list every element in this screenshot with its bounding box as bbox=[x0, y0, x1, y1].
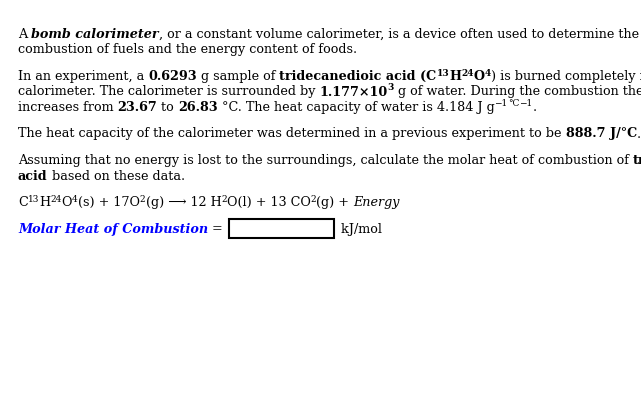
Text: 3: 3 bbox=[388, 84, 394, 93]
Text: O(l) + 13 CO: O(l) + 13 CO bbox=[227, 196, 311, 209]
Text: Energy: Energy bbox=[353, 196, 400, 209]
Text: 13: 13 bbox=[437, 69, 449, 78]
Text: combustion of fuels and the energy content of foods.: combustion of fuels and the energy conte… bbox=[18, 43, 357, 56]
Text: Assuming that no energy is lost to the surroundings, calculate the molar heat of: Assuming that no energy is lost to the s… bbox=[18, 154, 633, 167]
Text: kJ/mol: kJ/mol bbox=[337, 223, 382, 236]
Text: 1.177×10: 1.177×10 bbox=[319, 85, 388, 98]
Text: 2: 2 bbox=[221, 195, 227, 204]
Text: O: O bbox=[62, 196, 72, 209]
Text: ) is burned completely in a bomb: ) is burned completely in a bomb bbox=[491, 70, 641, 83]
Text: 4: 4 bbox=[485, 69, 491, 78]
Text: g of water. During the combustion the temperature: g of water. During the combustion the te… bbox=[394, 85, 641, 98]
Bar bbox=[229, 219, 334, 238]
Text: H: H bbox=[39, 196, 50, 209]
Text: calorimeter. The calorimeter is surrounded by: calorimeter. The calorimeter is surround… bbox=[18, 85, 319, 98]
Text: H: H bbox=[449, 70, 462, 83]
Text: −1: −1 bbox=[494, 99, 508, 108]
Text: A: A bbox=[18, 28, 31, 41]
Text: Molar Heat of Combustion: Molar Heat of Combustion bbox=[18, 223, 208, 236]
Text: g sample of: g sample of bbox=[197, 70, 279, 83]
Text: (g) +: (g) + bbox=[317, 196, 353, 209]
Text: 888.7 J/°C: 888.7 J/°C bbox=[565, 128, 637, 141]
Text: 13: 13 bbox=[28, 195, 39, 204]
Text: C: C bbox=[18, 196, 28, 209]
Text: 24: 24 bbox=[50, 195, 62, 204]
Text: −1: −1 bbox=[519, 99, 533, 108]
Text: °C: °C bbox=[508, 99, 519, 108]
Text: tridecanedioic acid (C: tridecanedioic acid (C bbox=[279, 70, 437, 83]
Text: 26.83: 26.83 bbox=[178, 101, 218, 114]
Text: increases from: increases from bbox=[18, 101, 118, 114]
Text: (g) ⟶ 12 H: (g) ⟶ 12 H bbox=[146, 196, 221, 209]
Text: =: = bbox=[208, 223, 227, 236]
Text: .: . bbox=[533, 101, 537, 114]
Text: (s) + 17O: (s) + 17O bbox=[78, 196, 140, 209]
Text: .: . bbox=[637, 128, 641, 141]
Text: acid: acid bbox=[18, 169, 47, 182]
Text: bomb calorimeter: bomb calorimeter bbox=[31, 28, 159, 41]
Text: 4: 4 bbox=[72, 195, 78, 204]
Text: , or a constant volume calorimeter, is a device often used to determine the heat: , or a constant volume calorimeter, is a… bbox=[159, 28, 641, 41]
Text: O: O bbox=[474, 70, 485, 83]
Text: In an experiment, a: In an experiment, a bbox=[18, 70, 148, 83]
Text: to: to bbox=[158, 101, 178, 114]
Text: 23.67: 23.67 bbox=[118, 101, 158, 114]
Text: tridecanedioic: tridecanedioic bbox=[633, 154, 641, 167]
Text: 0.6293: 0.6293 bbox=[148, 70, 197, 83]
Text: The heat capacity of the calorimeter was determined in a previous experiment to : The heat capacity of the calorimeter was… bbox=[18, 128, 565, 141]
Text: 2: 2 bbox=[140, 195, 146, 204]
Text: °C. The heat capacity of water is 4.184 J g: °C. The heat capacity of water is 4.184 … bbox=[218, 101, 494, 114]
Text: 2: 2 bbox=[311, 195, 317, 204]
Text: 24: 24 bbox=[462, 69, 474, 78]
Text: based on these data.: based on these data. bbox=[47, 169, 185, 182]
